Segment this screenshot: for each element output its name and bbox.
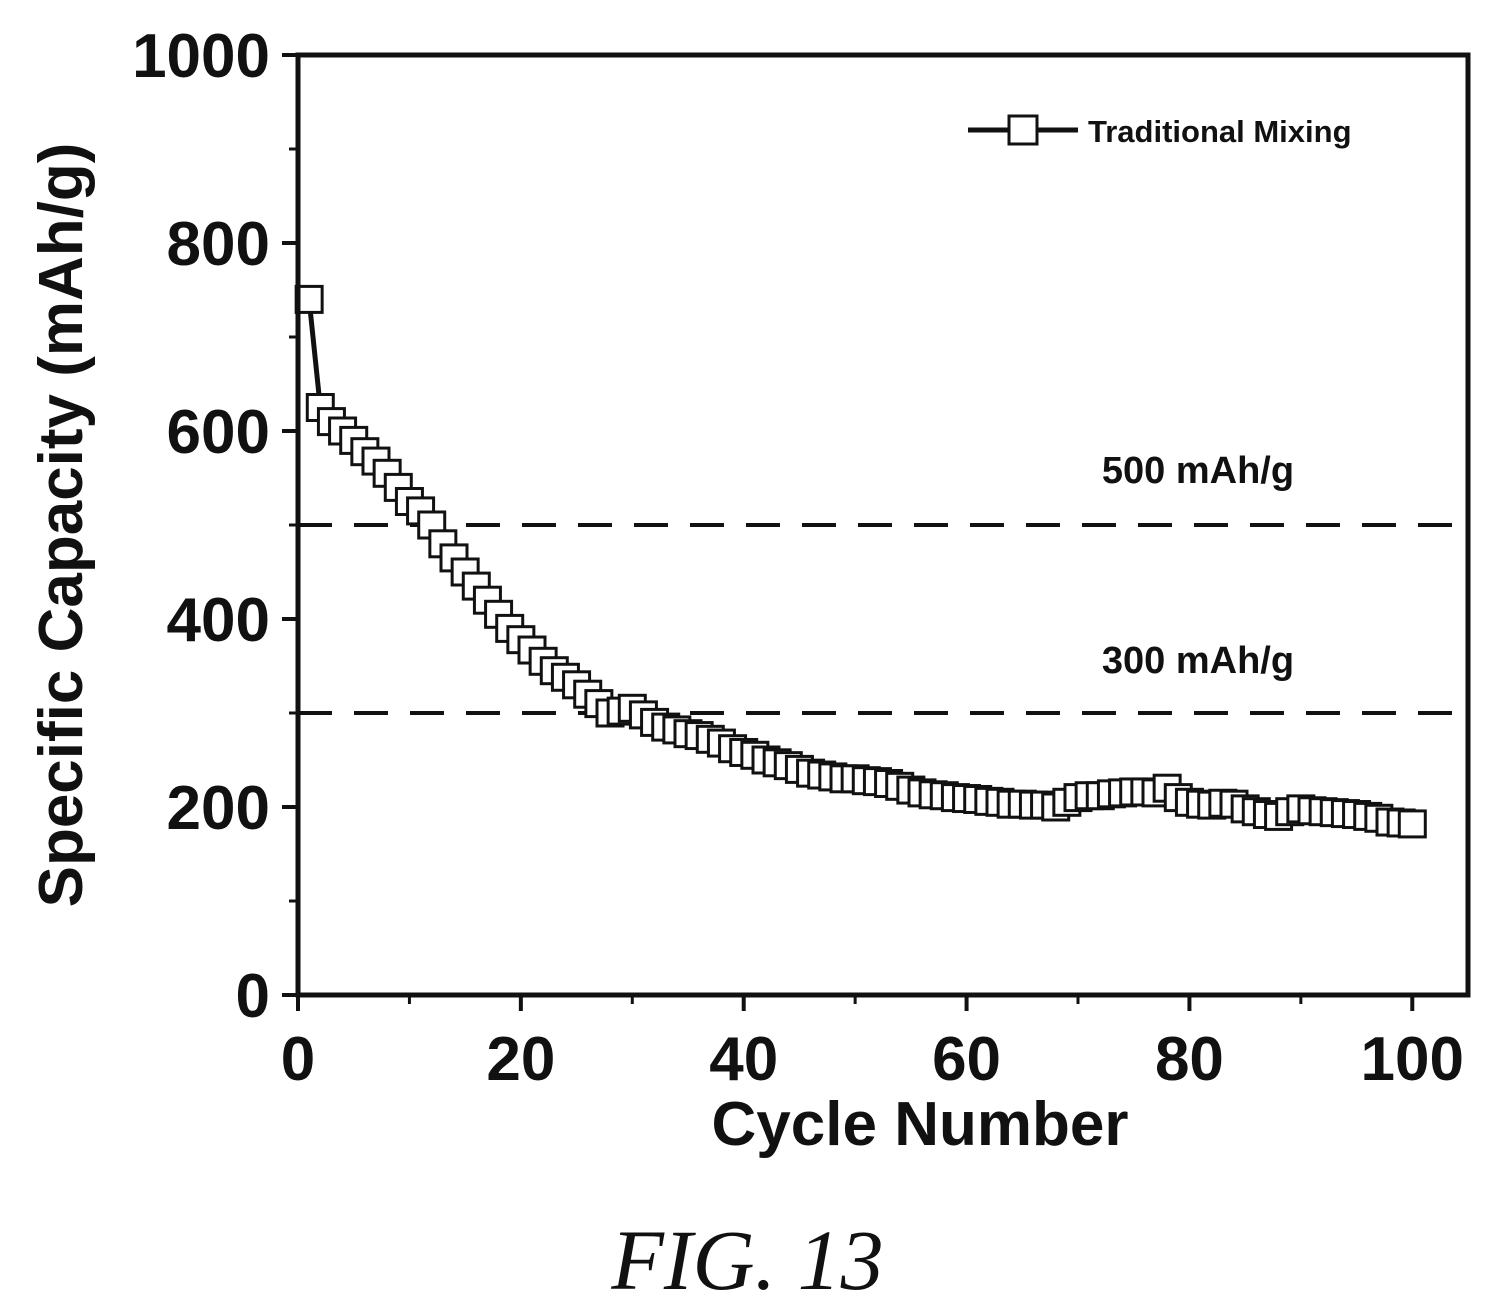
x-tick-label: 100 <box>1361 1025 1464 1094</box>
y-tick-label: 600 <box>167 398 270 467</box>
x-tick-label: 20 <box>486 1025 555 1094</box>
series-layer <box>294 284 1427 839</box>
y-tick-label: 400 <box>167 586 270 655</box>
legend: Traditional Mixing <box>968 114 1352 149</box>
y-tick-label: 1000 <box>132 22 270 91</box>
legend-marker <box>1007 114 1039 146</box>
annotation-500: 500 mAh/g <box>1102 450 1294 492</box>
x-axis-title: Cycle Number <box>712 1090 1129 1159</box>
x-tick-label: 60 <box>932 1025 1001 1094</box>
x-tick-label: 40 <box>709 1025 778 1094</box>
y-tick-label: 200 <box>167 774 270 843</box>
legend-label: Traditional Mixing <box>1088 114 1352 149</box>
reference-lines <box>298 523 1468 715</box>
x-tick-label: 80 <box>1155 1025 1224 1094</box>
y-axis-title: Specific Capacity (mAh/g) <box>27 143 96 908</box>
data-point <box>1397 809 1427 839</box>
annotation-300: 300 mAh/g <box>1102 640 1294 682</box>
axis-ticks <box>282 53 1415 1011</box>
y-tick-label: 0 <box>236 962 270 1031</box>
x-tick-label: 0 <box>281 1025 315 1094</box>
y-tick-label: 800 <box>167 210 270 279</box>
figure-caption: FIG. 13 <box>611 1212 884 1308</box>
